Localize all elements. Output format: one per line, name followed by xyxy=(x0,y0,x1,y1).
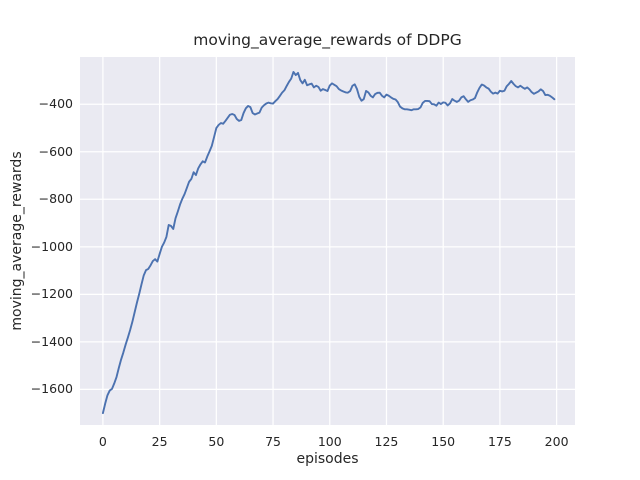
plot-area xyxy=(80,57,575,425)
x-tick-label: 175 xyxy=(487,434,512,449)
x-tick-label: 125 xyxy=(374,434,399,449)
x-tick-label: 100 xyxy=(317,434,342,449)
y-tick-label: −800 xyxy=(38,191,73,207)
y-tick-label: −1400 xyxy=(30,333,73,349)
y-tick-label: −1600 xyxy=(30,381,73,397)
x-tick-label: 200 xyxy=(544,434,569,449)
x-tick-label: 25 xyxy=(151,434,168,449)
x-tick-label: 150 xyxy=(431,434,456,449)
x-tick-label: 0 xyxy=(98,434,107,449)
chart-title: moving_average_rewards of DDPG xyxy=(193,31,462,49)
x-axis-label: episodes xyxy=(296,451,359,467)
y-tick-label: −600 xyxy=(38,143,73,159)
y-tick-label: −400 xyxy=(38,96,73,112)
y-tick-label: −1200 xyxy=(30,286,73,302)
x-tick-label: 50 xyxy=(208,434,225,449)
reward-line xyxy=(101,71,556,415)
x-tick-label: 75 xyxy=(265,434,281,449)
y-tick-label: −1000 xyxy=(30,238,73,254)
